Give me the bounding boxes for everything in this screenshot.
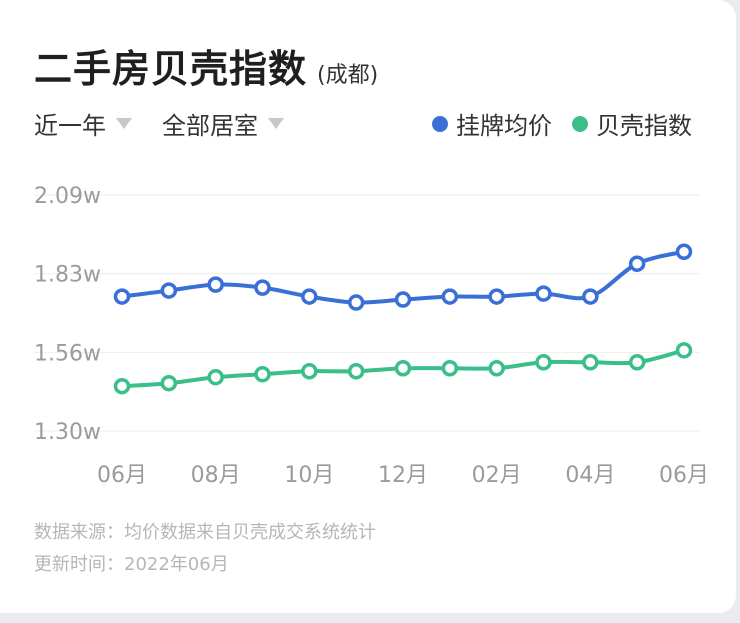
title-row: 二手房贝壳指数 (成都)	[34, 38, 378, 93]
data-point	[628, 354, 646, 371]
data-point	[160, 374, 178, 392]
data-point	[582, 288, 599, 305]
y-tick-label: 2.09w	[34, 184, 101, 209]
y-tick-label: 1.83w	[34, 263, 101, 288]
filter-bar: 近一年 全部居室	[34, 106, 314, 141]
chart-legend: 挂牌均价 贝壳指数	[412, 106, 692, 141]
data-point	[347, 294, 365, 311]
data-point	[160, 282, 178, 299]
city-label: (成都)	[317, 63, 379, 88]
x-tick-label: 10月	[284, 463, 334, 488]
y-tick-label: 1.56w	[34, 341, 101, 366]
update-time-note: 更新时间：2022年06月	[34, 554, 229, 575]
legend-item-listing-price[interactable]: 挂牌均价	[432, 106, 552, 141]
data-point	[113, 288, 131, 305]
chart-card: 二手房贝壳指数 (成都) 近一年 全部居室 挂牌均价 贝壳指数 2.09w 1.8…	[0, 0, 736, 613]
x-tick-label: 12月	[378, 463, 428, 488]
data-source-note: 数据来源：均价数据来自贝壳成交系统统计	[34, 522, 376, 543]
x-tick-label: 06月	[97, 463, 147, 488]
page-title: 二手房贝壳指数	[34, 47, 308, 91]
data-point	[488, 288, 505, 305]
legend-item-index[interactable]: 贝壳指数	[572, 106, 692, 141]
x-tick-label: 04月	[565, 463, 615, 488]
room-type-dropdown[interactable]: 全部居室	[162, 106, 284, 141]
data-point	[301, 288, 318, 305]
data-point	[628, 255, 646, 272]
data-point	[441, 360, 459, 377]
data-point	[675, 243, 693, 261]
legend-label: 挂牌均价	[456, 112, 552, 140]
x-tick-label: 08月	[191, 463, 241, 488]
y-tick-label: 1.30w	[34, 420, 101, 445]
line-chart: 2.09w 1.83w 1.56w 1.30w 06月 08月 10月 12月 02月 04月 06…	[34, 184, 709, 488]
data-point	[113, 377, 131, 395]
data-point	[347, 363, 365, 380]
data-point	[488, 360, 505, 377]
legend-dot-icon	[432, 115, 448, 132]
data-point	[301, 363, 318, 380]
caret-down-icon	[268, 118, 284, 129]
data-point	[394, 291, 412, 308]
data-point	[207, 276, 224, 293]
room-type-label: 全部居室	[162, 112, 258, 140]
data-point	[535, 354, 552, 371]
x-tick-label: 06月	[659, 463, 709, 488]
data-point	[394, 360, 412, 377]
data-point	[207, 368, 224, 386]
legend-dot-icon	[572, 115, 588, 132]
caret-down-icon	[116, 118, 132, 129]
x-tick-label: 02月	[472, 463, 522, 488]
time-range-dropdown[interactable]: 近一年	[34, 106, 132, 141]
data-point	[441, 288, 459, 305]
data-point	[254, 365, 271, 383]
legend-label: 贝壳指数	[596, 112, 692, 140]
data-point	[535, 285, 552, 302]
data-point	[582, 354, 599, 371]
time-range-label: 近一年	[34, 112, 106, 140]
data-point	[675, 342, 693, 359]
data-point	[254, 279, 271, 296]
